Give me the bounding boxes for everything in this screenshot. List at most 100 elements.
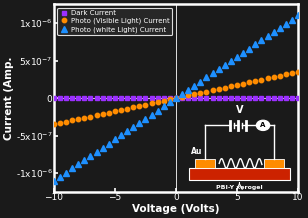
Dark Current [156,97,160,99]
Photo (white Light) Current [278,27,282,29]
Dark Current [137,97,141,99]
Photo (Visible Light) Current [296,70,300,73]
Photo (Visible Light) Current [83,117,86,119]
Dark Current [70,97,74,99]
Photo (white Light) Current [266,35,270,37]
Dark Current [113,97,117,99]
Photo (white Light) Current [137,122,141,124]
Dark Current [101,97,104,99]
Photo (Visible Light) Current [192,93,196,95]
Dark Current [168,97,172,99]
Dark Current [150,97,153,99]
Dark Current [247,97,251,99]
Photo (Visible Light) Current [76,118,80,121]
Photo (Visible Light) Current [137,105,141,107]
Dark Current [125,97,129,99]
Photo (white Light) Current [144,118,147,120]
Dark Current [162,97,166,99]
Dark Current [107,97,111,99]
Photo (Visible Light) Current [144,103,147,106]
Photo (white Light) Current [168,101,172,104]
Photo (Visible Light) Current [168,98,172,101]
Dark Current [272,97,275,99]
Photo (Visible Light) Current [272,76,275,78]
Photo (white Light) Current [180,93,184,95]
Photo (Visible Light) Current [162,99,166,102]
Line: Photo (white Light) Current: Photo (white Light) Current [51,13,301,183]
Photo (white Light) Current [199,80,202,83]
Photo (Visible Light) Current [101,112,104,115]
Photo (Visible Light) Current [131,106,135,109]
Photo (Visible Light) Current [260,78,263,81]
Photo (Visible Light) Current [205,90,208,93]
Photo (white Light) Current [156,109,160,112]
Photo (white Light) Current [229,60,233,62]
Photo (white Light) Current [284,22,288,25]
Dark Current [253,97,257,99]
Photo (Visible Light) Current [284,73,288,76]
Photo (white Light) Current [150,113,153,116]
Photo (Visible Light) Current [156,101,160,103]
Photo (white Light) Current [260,39,263,42]
Dark Current [290,97,294,99]
Photo (white Light) Current [296,14,300,17]
Photo (Visible Light) Current [247,81,251,84]
Dark Current [296,97,300,99]
Photo (white Light) Current [113,138,117,141]
Dark Current [235,97,239,99]
Photo (Visible Light) Current [58,122,62,124]
Dark Current [180,97,184,99]
Photo (Visible Light) Current [235,84,239,86]
Photo (white Light) Current [95,151,98,153]
Dark Current [223,97,227,99]
Photo (white Light) Current [89,155,92,157]
Photo (white Light) Current [211,72,214,75]
Photo (Visible Light) Current [223,86,227,89]
X-axis label: Voltage (Volts): Voltage (Volts) [132,204,220,214]
Dark Current [144,97,147,99]
Photo (Visible Light) Current [119,109,123,111]
Photo (white Light) Current [101,146,104,149]
Photo (Visible Light) Current [64,121,68,123]
Photo (white Light) Current [125,130,129,133]
Photo (Visible Light) Current [229,85,233,88]
Photo (Visible Light) Current [95,114,98,116]
Photo (white Light) Current [162,105,166,108]
Photo (white Light) Current [131,126,135,128]
Photo (Visible Light) Current [113,110,117,112]
Photo (white Light) Current [223,64,227,66]
Photo (white Light) Current [247,47,251,50]
Dark Current [284,97,288,99]
Photo (white Light) Current [241,51,245,54]
Dark Current [89,97,92,99]
Photo (Visible Light) Current [125,107,129,110]
Dark Current [76,97,80,99]
Photo (white Light) Current [205,76,208,79]
Dark Current [241,97,245,99]
Dark Current [260,97,263,99]
Photo (white Light) Current [272,31,275,33]
Photo (white Light) Current [107,142,111,145]
Dark Current [278,97,282,99]
Photo (Visible Light) Current [253,80,257,82]
Dark Current [119,97,123,99]
Photo (white Light) Current [58,175,62,178]
Line: Dark Current: Dark Current [51,96,300,100]
Line: Photo (Visible Light) Current: Photo (Visible Light) Current [51,70,300,127]
Dark Current [52,97,56,99]
Photo (Visible Light) Current [150,102,153,105]
Photo (white Light) Current [83,159,86,161]
Photo (Visible Light) Current [199,92,202,94]
Photo (Visible Light) Current [186,94,190,97]
Photo (Visible Light) Current [266,77,270,80]
Photo (Visible Light) Current [211,89,214,92]
Photo (Visible Light) Current [290,72,294,74]
Photo (white Light) Current [192,84,196,87]
Photo (white Light) Current [52,179,56,182]
Dark Current [83,97,86,99]
Dark Current [229,97,233,99]
Photo (white Light) Current [186,89,190,91]
Dark Current [266,97,270,99]
Dark Current [217,97,221,99]
Dark Current [192,97,196,99]
